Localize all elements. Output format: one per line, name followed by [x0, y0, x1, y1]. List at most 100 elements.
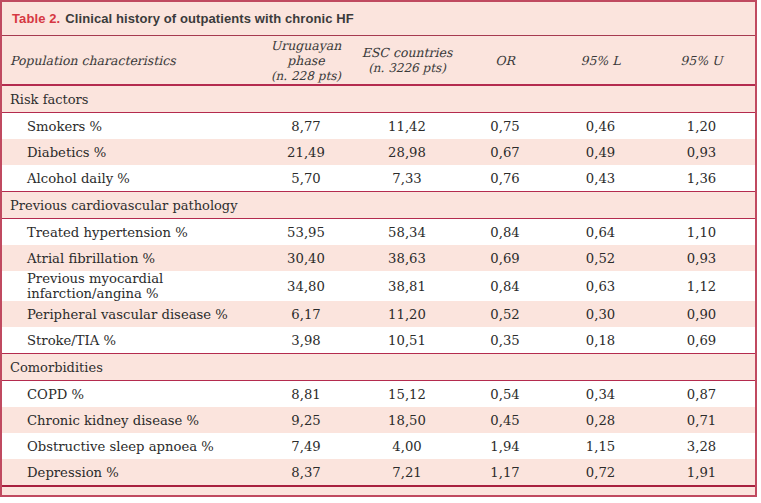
table-title: Table 2. Clinical history of outpatients…: [2, 2, 755, 36]
value-cell: 1,20: [648, 113, 755, 140]
header-row: Population characteristics Uruguayan pha…: [2, 36, 755, 85]
value-cell: 34,80: [255, 271, 357, 301]
table-row: Alcohol daily %5,707,330,760,431,36: [2, 165, 755, 192]
value-cell: 0,84: [457, 219, 553, 246]
value-cell: 11,20: [357, 301, 457, 327]
table-title-text: Clinical history of outpatients with chr…: [65, 11, 354, 26]
value-cell: 0,49: [553, 139, 648, 165]
value-cell: 0,52: [457, 301, 553, 327]
value-cell: 1,17: [457, 459, 553, 486]
value-cell: 11,42: [357, 113, 457, 140]
value-cell: 1,10: [648, 219, 755, 246]
value-cell: 7,33: [357, 165, 457, 192]
value-cell: 0,69: [648, 327, 755, 354]
value-cell: 38,63: [357, 245, 457, 271]
value-cell: 0,30: [553, 301, 648, 327]
value-cell: 1,36: [648, 165, 755, 192]
col-header-uruguayan-phase: Uruguayan phase (n. 228 pts): [255, 36, 357, 85]
value-cell: 0,76: [457, 165, 553, 192]
value-cell: 4,00: [357, 433, 457, 459]
row-label: Peripheral vascular disease %: [2, 301, 255, 327]
value-cell: 0,63: [553, 271, 648, 301]
section-header-row: Risk factors: [2, 85, 755, 113]
table-row: Atrial fibrillation %30,4038,630,690,520…: [2, 245, 755, 271]
row-label: Diabetics %: [2, 139, 255, 165]
value-cell: 21,49: [255, 139, 357, 165]
value-cell: 0,71: [648, 407, 755, 433]
table-row: Obstructive sleep apnoea %7,494,001,941,…: [2, 433, 755, 459]
value-cell: 0,34: [553, 381, 648, 408]
value-cell: 3,98: [255, 327, 357, 354]
value-cell: 10,51: [357, 327, 457, 354]
row-label: Smokers %: [2, 113, 255, 140]
value-cell: 9,25: [255, 407, 357, 433]
row-label: COPD %: [2, 381, 255, 408]
value-cell: 58,34: [357, 219, 457, 246]
value-cell: 7,21: [357, 459, 457, 486]
row-label: Treated hypertension %: [2, 219, 255, 246]
value-cell: 8,77: [255, 113, 357, 140]
value-cell: 0,45: [457, 407, 553, 433]
value-cell: 53,95: [255, 219, 357, 246]
table-header: Population characteristics Uruguayan pha…: [2, 36, 755, 85]
table-row: Diabetics %21,4928,980,670,490,93: [2, 139, 755, 165]
table-number-label: Table 2.: [12, 11, 60, 26]
section-header-row: Comorbidities: [2, 354, 755, 381]
value-cell: 0,43: [553, 165, 648, 192]
col-subheader-esc-n: (n. 3226 pts): [357, 61, 457, 75]
value-cell: 3,28: [648, 433, 755, 459]
col-header-95-upper: 95% U: [648, 36, 755, 85]
value-cell: 0,93: [648, 139, 755, 165]
value-cell: 30,40: [255, 245, 357, 271]
value-cell: 0,69: [457, 245, 553, 271]
value-cell: 6,17: [255, 301, 357, 327]
value-cell: 0,52: [553, 245, 648, 271]
table-row: COPD %8,8115,120,540,340,87: [2, 381, 755, 408]
clinical-history-table: Population characteristics Uruguayan pha…: [2, 36, 755, 487]
section-header-row: Previous cardiovascular pathology: [2, 192, 755, 219]
value-cell: 0,67: [457, 139, 553, 165]
row-label: Stroke/TIA %: [2, 327, 255, 354]
col-header-95-lower: 95% L: [553, 36, 648, 85]
value-cell: 0,64: [553, 219, 648, 246]
table-row: Previous myocardial infarction/angina %3…: [2, 271, 755, 301]
value-cell: 0,46: [553, 113, 648, 140]
row-label: Atrial fibrillation %: [2, 245, 255, 271]
table-row: Treated hypertension %53,9558,340,840,64…: [2, 219, 755, 246]
value-cell: 0,93: [648, 245, 755, 271]
section-header-label: Comorbidities: [2, 354, 755, 381]
value-cell: 15,12: [357, 381, 457, 408]
value-cell: 5,70: [255, 165, 357, 192]
value-cell: 0,18: [553, 327, 648, 354]
row-label: Alcohol daily %: [2, 165, 255, 192]
value-cell: 0,54: [457, 381, 553, 408]
value-cell: 0,28: [553, 407, 648, 433]
col-subheader-uruguayan-n: (n. 228 pts): [255, 69, 357, 83]
value-cell: 0,35: [457, 327, 553, 354]
col-header-esc-countries: ESC countries (n. 3226 pts): [357, 36, 457, 85]
table-body: Risk factorsSmokers %8,7711,420,750,461,…: [2, 85, 755, 486]
section-header-label: Previous cardiovascular pathology: [2, 192, 755, 219]
table-row: Peripheral vascular disease %6,1711,200,…: [2, 301, 755, 327]
row-label: Chronic kidney disease %: [2, 407, 255, 433]
value-cell: 8,37: [255, 459, 357, 486]
value-cell: 8,81: [255, 381, 357, 408]
value-cell: 1,91: [648, 459, 755, 486]
table-row: Depression %8,377,211,170,721,91: [2, 459, 755, 486]
col-header-or: OR: [457, 36, 553, 85]
col-header-population-characteristics: Population characteristics: [2, 36, 255, 85]
value-cell: 28,98: [357, 139, 457, 165]
value-cell: 1,15: [553, 433, 648, 459]
row-label: Previous myocardial infarction/angina %: [2, 271, 255, 301]
row-label: Depression %: [2, 459, 255, 486]
value-cell: 18,50: [357, 407, 457, 433]
value-cell: 0,90: [648, 301, 755, 327]
value-cell: 0,84: [457, 271, 553, 301]
value-cell: 1,12: [648, 271, 755, 301]
value-cell: 0,72: [553, 459, 648, 486]
table-row: Smokers %8,7711,420,750,461,20: [2, 113, 755, 140]
value-cell: 0,75: [457, 113, 553, 140]
table-row: Stroke/TIA %3,9810,510,350,180,69: [2, 327, 755, 354]
row-label: Obstructive sleep apnoea %: [2, 433, 255, 459]
value-cell: 38,81: [357, 271, 457, 301]
